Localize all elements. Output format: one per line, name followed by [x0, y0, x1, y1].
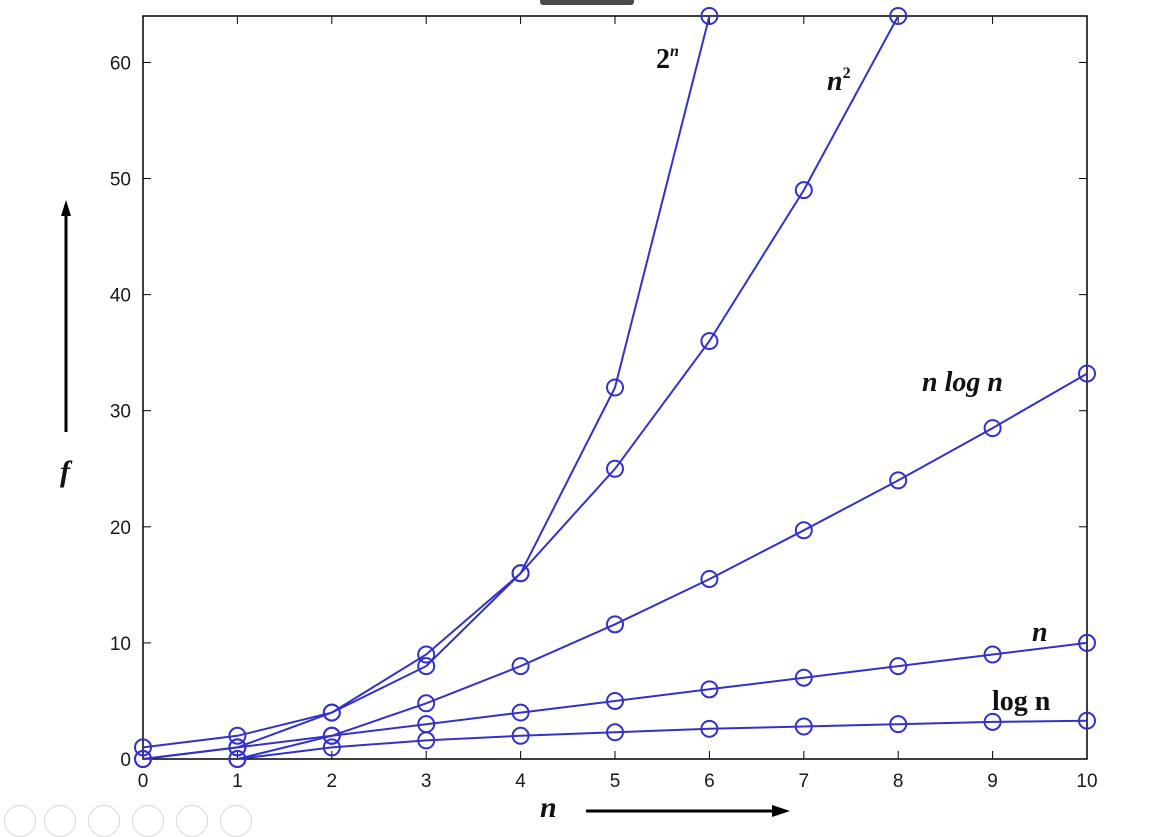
x-tick-label: 7	[799, 771, 810, 792]
series-line-n-log-n	[237, 372, 1088, 760]
series-line-2n	[142, 15, 711, 749]
series-line-n2	[142, 15, 900, 760]
data-point-log-n	[794, 717, 813, 736]
data-point-2n	[228, 726, 247, 745]
data-point-n-log-n	[322, 726, 341, 745]
data-point-n2	[417, 645, 436, 664]
x-tick-label: 6	[704, 771, 715, 792]
data-point-n	[889, 657, 908, 676]
data-point-n	[1078, 633, 1096, 652]
data-point-n-log-n	[889, 471, 908, 490]
data-point-n-log-n	[700, 570, 719, 589]
annotation-nlogn: n log n	[922, 367, 1003, 398]
data-point-n-log-n	[1078, 364, 1096, 383]
data-point-n	[606, 691, 624, 710]
data-point-2n	[417, 657, 436, 676]
data-point-n	[511, 703, 530, 722]
series-line-log-n	[237, 719, 1088, 760]
y-tick-label: 30	[110, 402, 131, 423]
y-tick-label: 60	[110, 53, 131, 74]
data-point-n-log-n	[983, 419, 1002, 438]
data-point-n2	[794, 181, 813, 200]
data-point-n	[417, 715, 436, 734]
data-point-2n	[606, 378, 624, 397]
data-point-log-n	[511, 726, 530, 745]
x-tick-label: 8	[893, 771, 904, 792]
data-point-n2	[134, 750, 152, 768]
x-tick-label: 9	[987, 771, 998, 792]
data-point-n-log-n	[606, 615, 624, 634]
control-button-6[interactable]	[220, 805, 252, 837]
data-point-n2	[228, 738, 247, 757]
x-axis-arrowhead	[772, 805, 790, 817]
series-line-n	[142, 641, 1088, 760]
x-axis-label: n	[540, 791, 557, 819]
y-tick-label: 20	[110, 518, 131, 539]
control-button-2[interactable]	[44, 805, 76, 837]
data-point-2n	[322, 703, 341, 722]
control-button-1[interactable]	[4, 805, 36, 837]
annotation-2n-sup: n	[670, 43, 679, 60]
figure: 0 1 2 3 4 5 6 7 8 9 10 0 10 20 30 40 50 60 2n n2 n log n …	[0, 0, 1098, 837]
x-tick-label: 4	[515, 771, 526, 792]
control-button-3[interactable]	[88, 805, 120, 837]
y-axis-label: f	[60, 455, 73, 488]
data-point-2n	[134, 738, 152, 757]
data-point-n2	[606, 459, 624, 478]
data-point-2n	[700, 7, 719, 25]
x-tick-label: 0	[138, 771, 149, 792]
player-controls	[0, 803, 300, 837]
y-tick-label: 40	[110, 286, 131, 307]
data-point-log-n	[983, 712, 1002, 731]
x-tick-label: 3	[421, 771, 432, 792]
x-tick-label: 10	[1076, 771, 1097, 792]
annotation-n2-sup: 2	[843, 65, 851, 82]
annotation-logn: log n	[992, 686, 1051, 717]
data-point-log-n	[606, 723, 624, 742]
data-point-n	[983, 645, 1002, 664]
x-tick-label: 2	[327, 771, 338, 792]
data-point-n	[794, 668, 813, 687]
data-point-n-log-n	[511, 657, 530, 676]
x-tick-label: 5	[610, 771, 621, 792]
data-point-n	[700, 680, 719, 699]
data-point-n-log-n	[794, 521, 813, 540]
data-point-2n	[511, 564, 530, 583]
data-point-log-n	[889, 715, 908, 734]
y-tick-label: 50	[110, 170, 131, 191]
control-button-5[interactable]	[176, 805, 208, 837]
annotation-2n: 2n	[656, 43, 679, 75]
x-tick-label: 1	[232, 771, 243, 792]
data-point-log-n	[1078, 711, 1096, 730]
data-point-n-log-n	[228, 750, 247, 768]
window-top-handle	[540, 0, 634, 5]
data-point-n2	[889, 7, 908, 25]
control-button-4[interactable]	[132, 805, 164, 837]
annotation-n: n	[1032, 617, 1048, 648]
annotation-n2: n2	[827, 65, 851, 97]
data-point-n2	[700, 332, 719, 351]
y-tick-label: 10	[110, 634, 131, 655]
data-point-n-log-n	[417, 694, 436, 713]
data-point-log-n	[700, 719, 719, 738]
data-point-log-n	[322, 738, 341, 757]
y-axis-arrowhead	[61, 200, 71, 216]
y-tick-label: 0	[120, 750, 131, 771]
